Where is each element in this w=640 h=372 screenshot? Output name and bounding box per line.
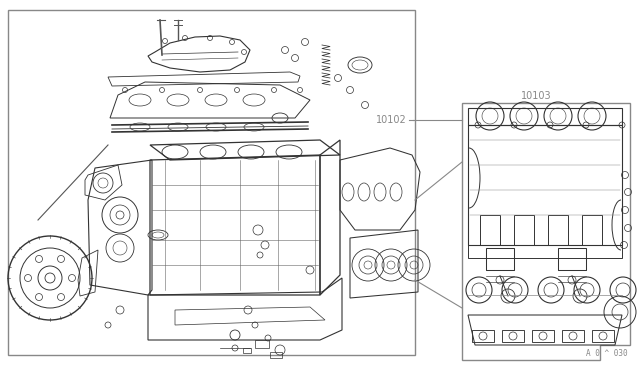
Bar xyxy=(502,330,524,342)
Bar xyxy=(472,330,494,342)
Bar xyxy=(558,248,586,270)
Bar xyxy=(582,215,602,245)
Bar xyxy=(8,10,415,355)
Bar xyxy=(514,215,534,245)
Text: A 0 ^ 030: A 0 ^ 030 xyxy=(586,349,628,358)
Bar xyxy=(243,348,251,353)
Polygon shape xyxy=(462,103,630,360)
Bar xyxy=(480,215,500,245)
Bar xyxy=(270,352,282,358)
Bar xyxy=(562,330,584,342)
Text: 10102: 10102 xyxy=(376,115,407,125)
Bar xyxy=(532,330,554,342)
Text: 10103: 10103 xyxy=(521,91,551,101)
Bar xyxy=(255,340,269,348)
Bar xyxy=(548,215,568,245)
Bar xyxy=(486,248,514,270)
Bar xyxy=(592,330,614,342)
